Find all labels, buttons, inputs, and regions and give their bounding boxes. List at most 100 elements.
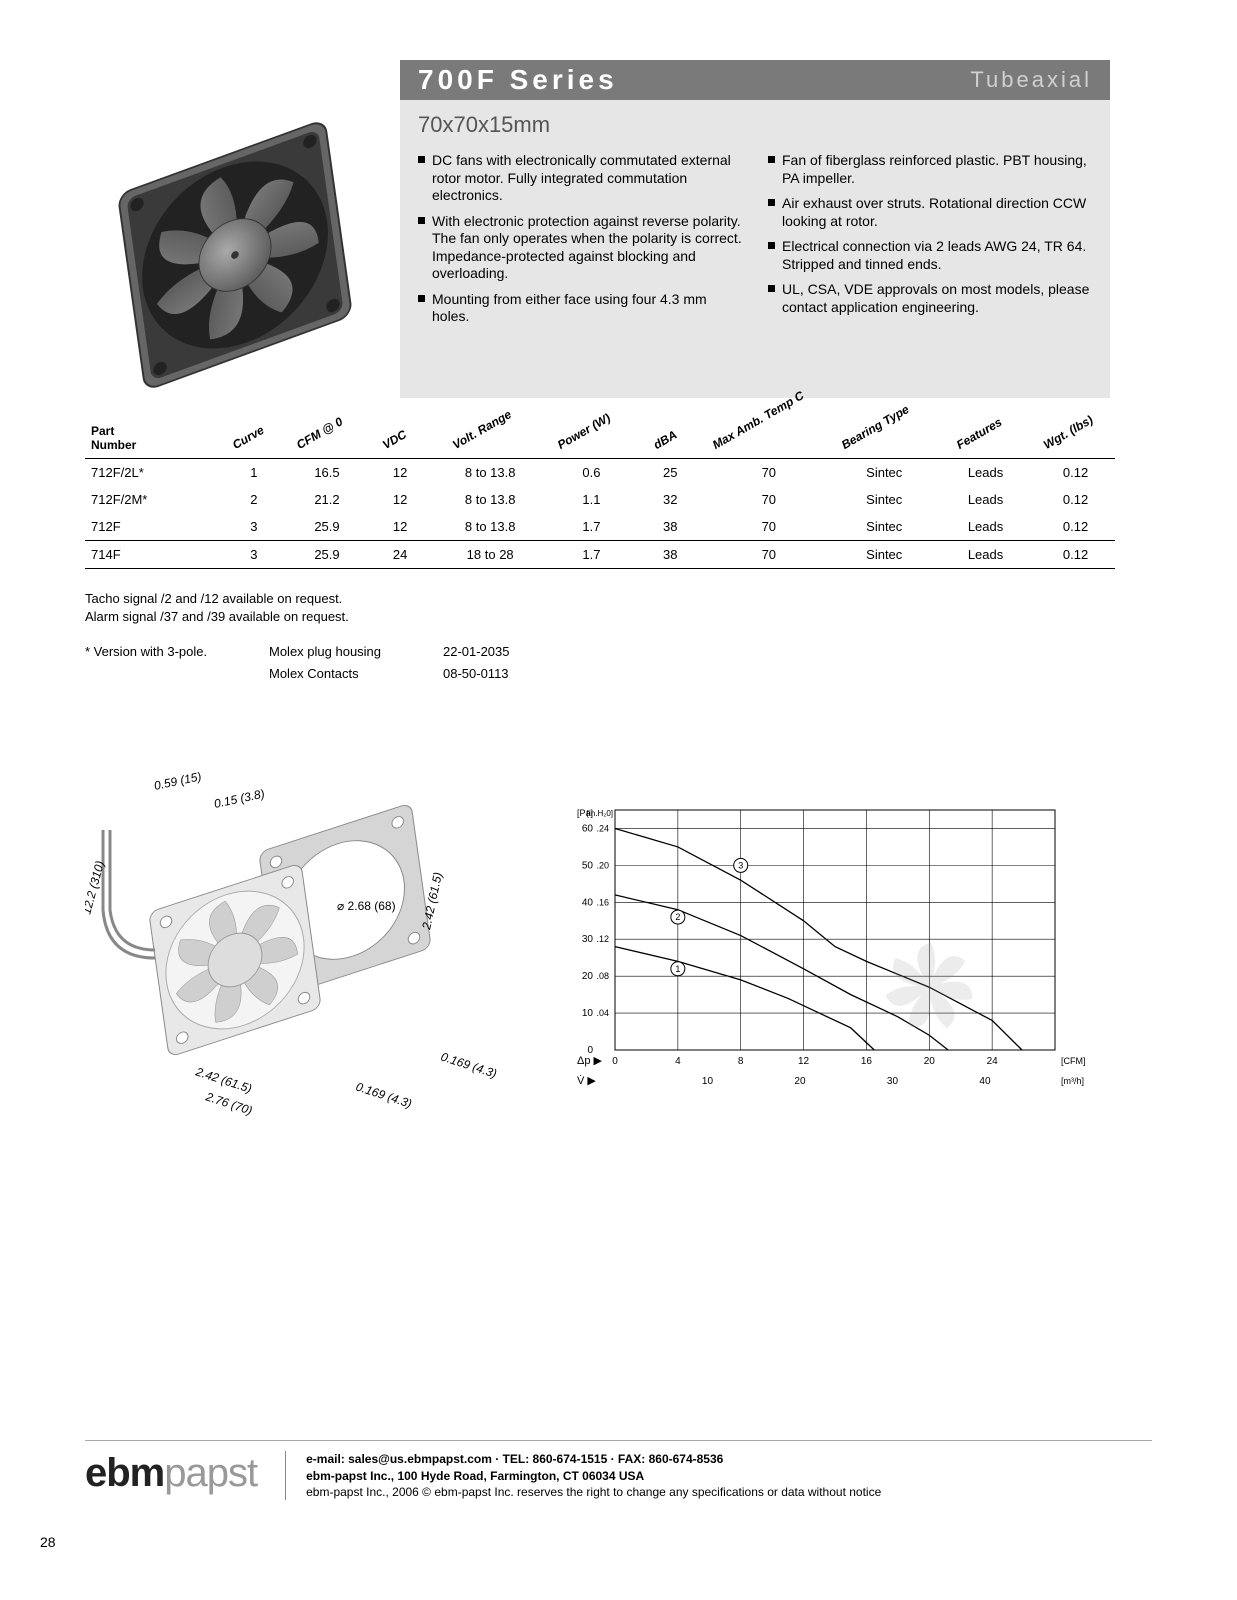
footer-contact: e-mail: sales@us.ebmpapst.com · TEL: 860… <box>306 1451 881 1467</box>
bullet-item: Electrical connection via 2 leads AWG 24… <box>768 238 1092 273</box>
svg-text:16: 16 <box>861 1056 873 1067</box>
svg-text:[m³/h]: [m³/h] <box>1061 1076 1084 1086</box>
table-cell: 1 <box>220 459 288 487</box>
svg-text:.20: .20 <box>596 860 609 870</box>
table-cell: 0.12 <box>1036 486 1115 513</box>
table-header: Curve <box>220 420 288 459</box>
table-cell: Sintec <box>834 459 935 487</box>
svg-text:20: 20 <box>794 1076 806 1087</box>
bullet-item: Fan of fiberglass reinforced plastic. PB… <box>768 152 1092 187</box>
table-cell: 0.12 <box>1036 459 1115 487</box>
note-star: * Version with 3-pole. <box>85 643 245 661</box>
series-title: 700F Series <box>418 64 618 96</box>
product-image <box>100 120 370 390</box>
svg-text:4: 4 <box>675 1056 681 1067</box>
notes-block: Tacho signal /2 and /12 available on req… <box>85 590 543 682</box>
svg-text:30: 30 <box>887 1076 899 1087</box>
molex2-val: 08-50-0113 <box>443 665 543 683</box>
table-cell: 0.12 <box>1036 541 1115 569</box>
table-header: dBA <box>636 420 704 459</box>
table-cell: 3 <box>220 513 288 541</box>
table-cell: Leads <box>935 513 1036 541</box>
svg-text:8: 8 <box>738 1056 744 1067</box>
dim-169b: 0.169 (4.3) <box>439 1050 499 1081</box>
table-cell: 712F <box>85 513 220 541</box>
svg-text:[in.H₂0]: [in.H₂0] <box>587 809 613 818</box>
svg-text:10: 10 <box>702 1076 714 1087</box>
dim-0-15: 0.15 (3.8) <box>213 787 266 811</box>
table-cell: 2 <box>220 486 288 513</box>
svg-text:1: 1 <box>675 964 680 974</box>
svg-text:V̇ ▶: V̇ ▶ <box>577 1074 596 1087</box>
table-cell: 70 <box>704 486 834 513</box>
header-band: 700F Series Tubeaxial <box>400 60 1110 100</box>
table-cell: 70 <box>704 513 834 541</box>
page-number: 28 <box>40 1534 56 1550</box>
spec-table: PartNumberCurveCFM @ 0VDCVolt. RangePowe… <box>85 420 1115 569</box>
brand-logo: ebmpapst <box>85 1451 257 1496</box>
svg-text:.16: .16 <box>596 897 609 907</box>
table-header: CFM @ 0 <box>288 420 367 459</box>
table-row: 712F/2M*221.2128 to 13.81.13270SintecLea… <box>85 486 1115 513</box>
table-cell: 16.5 <box>288 459 367 487</box>
svg-text:Δp ▶: Δp ▶ <box>577 1055 603 1067</box>
table-cell: 70 <box>704 459 834 487</box>
table-cell: 70 <box>704 541 834 569</box>
table-cell: 12 <box>366 513 434 541</box>
footer-text: e-mail: sales@us.ebmpapst.com · TEL: 860… <box>285 1451 881 1500</box>
table-header-row: PartNumberCurveCFM @ 0VDCVolt. RangePowe… <box>85 420 1115 459</box>
table-cell: 8 to 13.8 <box>434 486 547 513</box>
product-type: Tubeaxial <box>970 67 1092 93</box>
svg-text:40: 40 <box>979 1076 991 1087</box>
bullet-item: With electronic protection against rever… <box>418 213 742 283</box>
table-row: 712F325.9128 to 13.81.73870SintecLeads0.… <box>85 513 1115 541</box>
table-header: Volt. Range <box>434 420 547 459</box>
svg-text:.24: .24 <box>596 823 609 833</box>
bullet-item: Mounting from either face using four 4.3… <box>418 291 742 326</box>
table-cell: 8 to 13.8 <box>434 459 547 487</box>
table-cell: Leads <box>935 459 1036 487</box>
dim-169a: 0.169 (4.3) <box>354 1080 414 1111</box>
svg-text:60: 60 <box>582 823 594 834</box>
note-alarm: Alarm signal /37 and /39 available on re… <box>85 608 543 626</box>
table-cell: 32 <box>636 486 704 513</box>
table-header: Max Amb. Temp C <box>704 420 834 459</box>
table-cell: 1.1 <box>546 486 636 513</box>
bullets-wrap: DC fans with electronically commutated e… <box>418 152 1092 334</box>
table-cell: 38 <box>636 541 704 569</box>
table-cell: 8 to 13.8 <box>434 513 547 541</box>
bullets-right: Fan of fiberglass reinforced plastic. PB… <box>768 152 1092 334</box>
table-header: Power (W) <box>546 420 636 459</box>
dim-2-42b: 2.42 (61.5) <box>193 1064 253 1096</box>
note-tacho: Tacho signal /2 and /12 available on req… <box>85 590 543 608</box>
svg-text:2: 2 <box>675 912 680 922</box>
table-header: Bearing Type <box>834 420 935 459</box>
table-cell: 21.2 <box>288 486 367 513</box>
molex1-label: Molex plug housing <box>269 643 419 661</box>
footer-copyright: ebm-papst Inc., 2006 © ebm-papst Inc. re… <box>306 1484 881 1500</box>
svg-text:20: 20 <box>924 1056 936 1067</box>
svg-text:[CFM]: [CFM] <box>1061 1056 1086 1066</box>
table-cell: 1.7 <box>546 541 636 569</box>
table-cell: Sintec <box>834 486 935 513</box>
bullet-item: Air exhaust over struts. Rotational dire… <box>768 195 1092 230</box>
table-cell: 712F/2L* <box>85 459 220 487</box>
table-header: Features <box>935 420 1036 459</box>
table-cell: Leads <box>935 541 1036 569</box>
table-header: VDC <box>366 420 434 459</box>
table-cell: Sintec <box>834 541 935 569</box>
molex1-val: 22-01-2035 <box>443 643 543 661</box>
table-cell: 0.6 <box>546 459 636 487</box>
table-row: 714F325.92418 to 281.73870SintecLeads0.1… <box>85 541 1115 569</box>
table-cell: 3 <box>220 541 288 569</box>
table-row: 712F/2L*116.5128 to 13.80.62570SintecLea… <box>85 459 1115 487</box>
dimensional-diagram: 0.59 (15) 0.15 (3.8) 12.2 (310) ⌀ 2.68 (… <box>85 770 515 1120</box>
brand-papst: papst <box>164 1451 257 1495</box>
svg-text:24: 24 <box>987 1056 999 1067</box>
performance-chart: 04812162024010.0420.0830.1240.1650.2060.… <box>545 800 1105 1100</box>
svg-text:3: 3 <box>738 860 743 870</box>
table-cell: 1.7 <box>546 513 636 541</box>
table-cell: 25.9 <box>288 513 367 541</box>
svg-text:.04: .04 <box>596 1008 609 1018</box>
svg-text:0: 0 <box>612 1056 618 1067</box>
